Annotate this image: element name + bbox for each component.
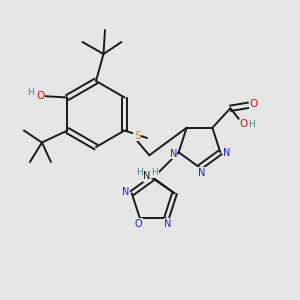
Text: H: H [27, 88, 34, 97]
Text: O: O [36, 91, 44, 101]
Text: S: S [134, 131, 141, 141]
Text: N: N [122, 187, 130, 197]
Text: H: H [152, 168, 158, 177]
Text: O: O [240, 119, 248, 130]
Text: N: N [164, 219, 172, 229]
Text: H: H [136, 168, 142, 177]
Text: N: N [198, 168, 206, 178]
Text: H: H [249, 120, 255, 129]
Text: O: O [250, 99, 258, 110]
Text: O: O [135, 219, 142, 229]
Text: N: N [223, 148, 231, 158]
Text: N: N [143, 171, 151, 181]
Text: N: N [169, 149, 177, 159]
